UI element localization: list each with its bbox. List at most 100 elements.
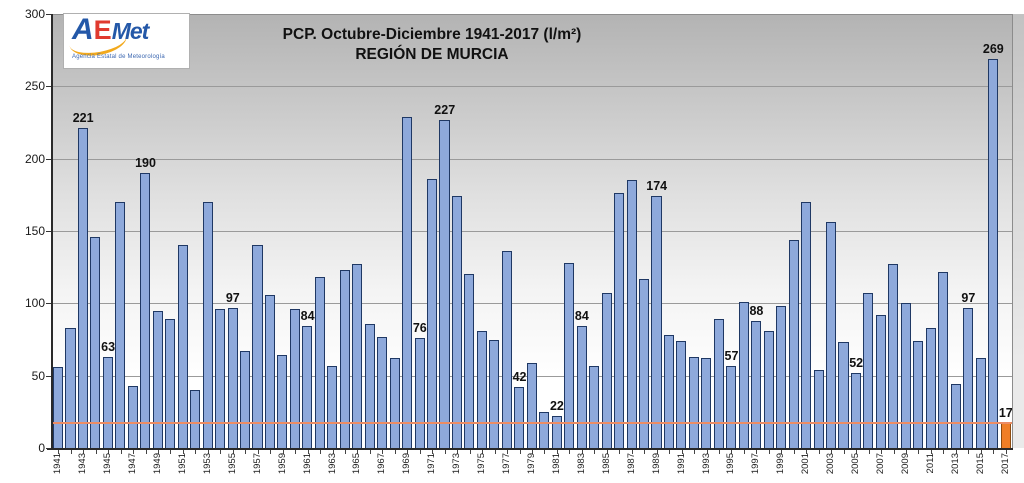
x-tick-label-text: 2015: [974, 453, 986, 475]
bar-1995: [726, 365, 737, 448]
x-tick-label-text: 1967: [376, 453, 388, 475]
x-tick-mark-2015: [980, 450, 982, 454]
x-tick-mark-1993: [706, 450, 708, 454]
x-tick-mark-2000: [793, 450, 795, 454]
gridline-150: [52, 231, 1012, 232]
x-tick-mark-1950: [170, 450, 172, 454]
bar-1971: [427, 178, 438, 448]
y-tick-label-200: 200: [24, 151, 45, 166]
x-tick-label-text: 2001: [800, 453, 812, 475]
x-tick-label-text: 1977: [501, 453, 513, 475]
bar-2012: [938, 271, 949, 448]
x-tick-mark-1943: [83, 450, 85, 454]
bar-1984: [589, 365, 600, 448]
x-tick-mark-2004: [843, 450, 845, 454]
x-tick-mark-1968: [394, 450, 396, 454]
x-tick-mark-1951: [182, 450, 184, 454]
x-tick-label-1955: 1955: [227, 453, 239, 483]
bar-2010: [913, 340, 924, 448]
x-tick-mark-1948: [145, 450, 147, 454]
y-tick-label-50: 50: [31, 368, 45, 383]
chart-title-block: PCP. Octubre-Diciembre 1941-2017 (l/m²) …: [52, 24, 812, 65]
x-tick-mark-1965: [357, 450, 359, 454]
x-tick-label-2005: 2005: [850, 453, 862, 483]
x-tick-label-1975: 1975: [476, 453, 488, 483]
bar-1977: [501, 251, 512, 448]
x-tick-mark-2007: [881, 450, 883, 454]
bar-1981: [551, 416, 562, 448]
bar-1953: [202, 202, 213, 448]
x-tick-label-1965: 1965: [351, 453, 363, 483]
x-tick-label-1985: 1985: [601, 453, 613, 483]
bar-1975: [476, 330, 487, 448]
x-tick-mark-1988: [644, 450, 646, 454]
x-tick-mark-1961: [307, 450, 309, 454]
x-tick-mark-2008: [893, 450, 895, 454]
x-tick-mark-2003: [831, 450, 833, 454]
x-tick-label-1959: 1959: [277, 453, 289, 483]
x-tick-mark-1958: [270, 450, 272, 454]
bar-1956: [240, 351, 251, 448]
bar-value-label-2005: 52: [849, 355, 864, 370]
x-tick-label-text: 1945: [102, 453, 114, 475]
y-tick-mark-50: [46, 375, 51, 377]
x-tick-label-2011: 2011: [925, 453, 937, 483]
bar-1998: [763, 330, 774, 448]
bar-value-label-1961: 84: [300, 309, 315, 324]
bar-1978: [514, 387, 525, 448]
gridline-250: [52, 86, 1012, 88]
x-tick-label-1993: 1993: [701, 453, 713, 483]
bar-2011: [925, 327, 936, 448]
bar-1958: [264, 294, 275, 448]
bar-2007: [875, 314, 886, 448]
x-tick-mark-1985: [606, 450, 608, 454]
x-tick-mark-1970: [419, 450, 421, 454]
bar-2009: [900, 303, 911, 448]
bar-1966: [364, 323, 375, 448]
bar-1970: [414, 338, 425, 448]
x-tick-mark-1981: [556, 450, 558, 454]
x-tick-label-1953: 1953: [202, 453, 214, 483]
x-tick-label-1991: 1991: [676, 453, 688, 483]
bar-1973: [451, 196, 463, 448]
y-tick-mark-250: [46, 86, 51, 88]
x-tick-label-1973: 1973: [451, 453, 463, 483]
x-tick-label-1989: 1989: [651, 453, 663, 483]
bar-1982: [564, 262, 575, 448]
x-tick-label-1995: 1995: [725, 453, 737, 483]
x-tick-mark-1984: [594, 450, 596, 454]
x-tick-label-2015: 2015: [975, 453, 987, 483]
x-tick-mark-1998: [768, 450, 770, 454]
bar-value-label-1995: 57: [724, 348, 739, 363]
x-tick-mark-1986: [619, 450, 621, 454]
x-tick-mark-2014: [968, 450, 970, 454]
x-tick-label-text: 1985: [600, 453, 612, 475]
x-tick-mark-2016: [993, 450, 995, 454]
x-tick-label-2013: 2013: [950, 453, 962, 483]
bar-1996: [738, 301, 749, 448]
x-tick-label-text: 1997: [750, 453, 762, 475]
bar-value-label-2014: 97: [961, 290, 976, 305]
bar-1964: [339, 270, 350, 448]
x-tick-label-text: 1993: [700, 453, 712, 475]
x-axis-line: [47, 448, 1013, 450]
bar-1994: [713, 319, 724, 448]
bar-value-label-1970: 76: [412, 321, 427, 336]
x-tick-label-text: 2009: [900, 453, 912, 475]
bar-value-label-1997: 88: [749, 303, 764, 318]
x-tick-label-text: 1981: [550, 453, 562, 475]
x-tick-label-text: 1989: [650, 453, 662, 475]
x-tick-label-1971: 1971: [426, 453, 438, 483]
x-tick-mark-1959: [282, 450, 284, 454]
x-tick-label-1977: 1977: [501, 453, 513, 483]
bar-1967: [377, 336, 388, 448]
x-tick-mark-1976: [494, 450, 496, 454]
bar-1976: [489, 339, 500, 448]
bar-1980: [539, 411, 550, 448]
x-tick-label-text: 1983: [575, 453, 587, 475]
x-tick-label-text: 2005: [850, 453, 862, 475]
bar-2015: [975, 358, 986, 448]
x-tick-label-1967: 1967: [376, 453, 388, 483]
x-tick-mark-1983: [581, 450, 583, 454]
